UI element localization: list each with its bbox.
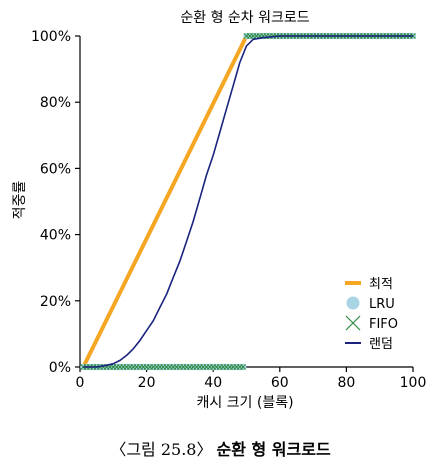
y-tick-label: 20% — [40, 294, 71, 310]
legend-label: LRU — [369, 297, 395, 312]
figure-title: 순환 형 워크로드 — [216, 440, 331, 459]
x-tick-label: 60 — [271, 375, 289, 391]
legend-swatch — [346, 296, 360, 310]
fifo-point — [240, 364, 247, 370]
legend-label: FIFO — [369, 317, 398, 332]
y-tick-label: 80% — [40, 95, 71, 111]
x-axis-label: 캐시 크기 (블록) — [196, 395, 293, 411]
series-random-line — [83, 35, 413, 368]
x-tick-label: 0 — [76, 375, 85, 391]
y-tick-label: 100% — [31, 29, 71, 45]
y-axis-label: 적중률 — [12, 181, 28, 220]
legend-label: 최적 — [369, 277, 393, 292]
chart-title: 순환 형 순차 워크로드 — [180, 10, 309, 26]
chart: 순환 형 순차 워크로드 적중률 캐시 크기 (블록) 0% 20% 40% 60% 8… — [12, 10, 427, 411]
legend-label: 랜덤 — [369, 337, 393, 352]
figure-caption: 〈그림 25.8〉 순환 형 워크로드 — [0, 436, 441, 460]
series-optimal-line — [81, 34, 413, 368]
x-tick-label: 20 — [138, 375, 156, 391]
figure-label: 〈그림 25.8〉 — [110, 440, 213, 459]
x-tick-label: 100 — [400, 375, 427, 391]
x-tick-label: 40 — [204, 375, 222, 391]
y-tick-label: 60% — [40, 161, 71, 177]
legend: 최적 LRU FIFO 랜덤 — [345, 277, 398, 352]
y-tick-label: 40% — [40, 228, 71, 244]
x-tick-label: 80 — [337, 375, 355, 391]
legend-swatch — [345, 315, 361, 331]
y-tick-label: 0% — [49, 360, 71, 376]
